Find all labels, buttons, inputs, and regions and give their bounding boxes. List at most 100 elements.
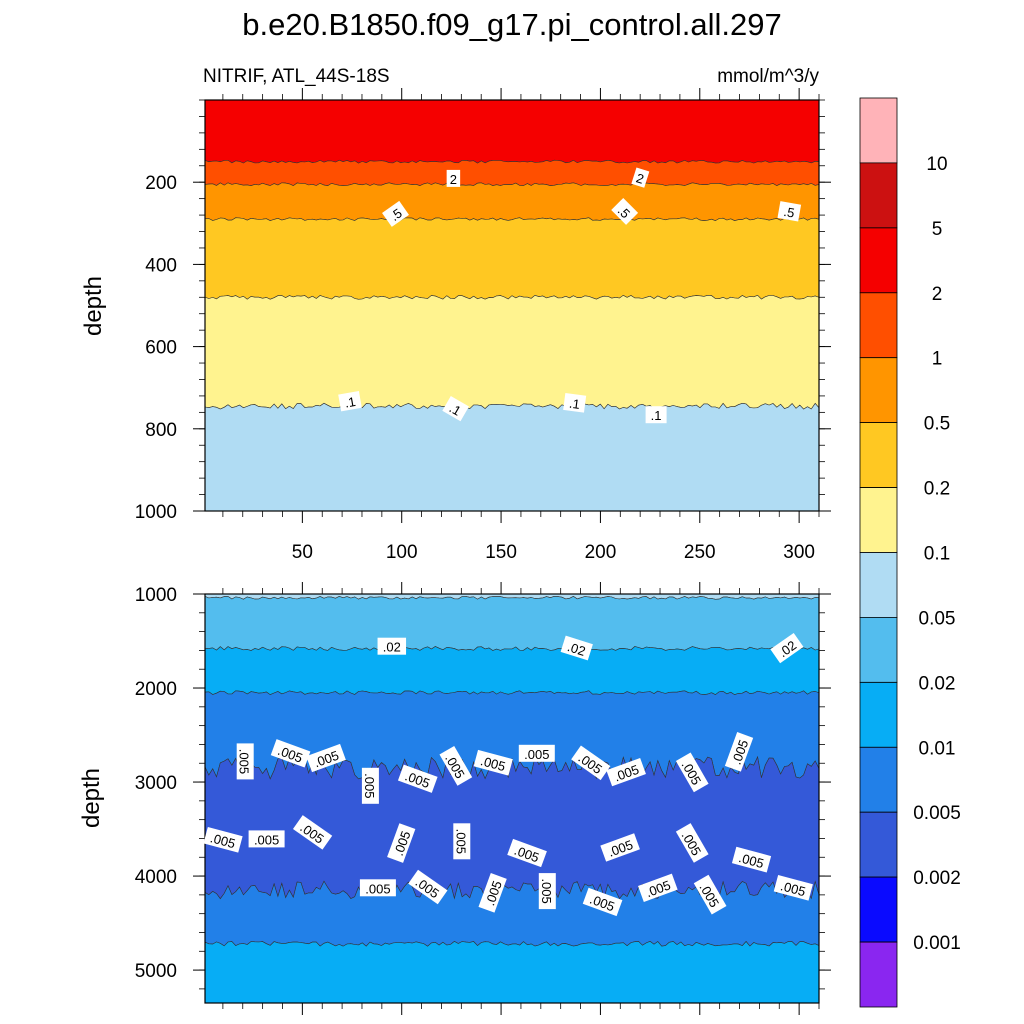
contour-label: .005 xyxy=(538,873,556,910)
contour-label-text: .005 xyxy=(237,749,252,774)
contour-band xyxy=(204,941,820,1004)
contour-label: .1 xyxy=(338,391,362,412)
contour-label-box xyxy=(724,732,754,772)
colorbar-label: 0.01 xyxy=(919,738,956,759)
contour-label: .5 xyxy=(777,201,802,222)
contour-label-box xyxy=(478,873,507,913)
y-tick-label: 1000 xyxy=(135,585,177,606)
contour-label: .02 xyxy=(560,635,593,661)
colorbar-box xyxy=(859,227,898,294)
contour-label: .005 xyxy=(439,746,473,786)
x-tick-label: 250 xyxy=(684,542,716,563)
contour-label-text: .02 xyxy=(383,640,401,655)
contour-label-text: .005 xyxy=(779,878,807,899)
colorbar-label: 0.02 xyxy=(919,673,956,694)
contour-label-text: .005 xyxy=(209,830,237,851)
chart-title: b.e20.B1850.f09_g17.pi_control.all.297 xyxy=(242,7,782,42)
contour-label-text: .005 xyxy=(365,881,390,896)
contour-label-box xyxy=(408,869,448,905)
contour-band xyxy=(204,182,820,222)
contour-label: .1 xyxy=(563,393,587,413)
contour-label-box xyxy=(606,757,646,787)
contour-label-text: .005 xyxy=(539,878,554,903)
contour-label: .02 xyxy=(377,637,407,655)
contour-label-text: .005 xyxy=(453,829,468,854)
chart-subtitle-units: mmol/m^3/y xyxy=(717,66,819,87)
contour-label-box xyxy=(387,823,416,863)
colorbar-boxes xyxy=(859,97,898,1008)
upper-panel: 200 400 600 800 1000 50 100 150 200 250 300 2 2 .5 .5… xyxy=(80,88,831,563)
colorbar-label: 0.5 xyxy=(924,414,950,435)
contour-label-box xyxy=(361,767,379,804)
colorbar-label: 1 xyxy=(932,349,943,370)
upper-axis-ticks: 200 400 600 800 1000 50 100 150 200 250 300 xyxy=(135,88,831,563)
contour-label-box xyxy=(338,391,362,412)
contour-label-box xyxy=(453,823,471,860)
contour-label-text: .005 xyxy=(737,850,765,871)
upper-contour-bands xyxy=(204,99,820,512)
colorbar-box xyxy=(859,97,898,164)
contour-label-text: .005 xyxy=(479,753,507,774)
upper-panel-frame xyxy=(204,99,820,512)
lower-contour-bands xyxy=(204,593,820,1004)
contour-label: .005 xyxy=(359,879,396,897)
contour-label: .005 xyxy=(236,743,254,780)
colorbar-label: 0.1 xyxy=(924,544,950,565)
contour-label-text: .005 xyxy=(254,832,279,847)
contour-label-text: .5 xyxy=(782,204,795,221)
y-tick-label: 3000 xyxy=(135,773,177,794)
contour-label-box xyxy=(731,846,772,873)
colorbar-label: 0.05 xyxy=(919,608,956,629)
colorbar-label: 0.002 xyxy=(913,868,961,889)
colorbar-label: 10 xyxy=(926,154,947,175)
x-tick-label: 100 xyxy=(386,542,418,563)
contour-label-box xyxy=(377,637,407,655)
colorbar-label: 0.005 xyxy=(913,803,961,824)
contour-label-text: .1 xyxy=(568,396,581,412)
contour-label: .005 xyxy=(361,767,379,804)
x-tick-label: 300 xyxy=(783,542,815,563)
colorbar-box xyxy=(859,487,898,553)
colorbar-label: 5 xyxy=(932,219,943,240)
colorbar-box xyxy=(859,292,898,359)
contour-label-box xyxy=(518,744,555,762)
contour-label-text: .1 xyxy=(651,408,662,423)
contour-label: .005 xyxy=(453,823,471,860)
contour-label-box xyxy=(442,396,469,422)
colorbar-box xyxy=(859,941,898,1008)
lower-y-axis-label: depth xyxy=(78,768,105,828)
contour-label-box xyxy=(473,749,513,776)
contour-band xyxy=(204,595,820,651)
contour-label: .1 xyxy=(645,406,667,424)
contour-label: .5 xyxy=(382,200,409,227)
colorbar-label: 0.2 xyxy=(924,479,950,500)
contour-band xyxy=(204,217,820,300)
contour-label-box xyxy=(397,764,438,793)
colorbar-box xyxy=(859,746,898,813)
x-tick-label: 200 xyxy=(585,542,617,563)
contour-label: .1 xyxy=(442,396,469,422)
y-tick-label: 5000 xyxy=(135,961,177,982)
colorbar-labels: 10 5 2 1 0.5 0.2 0.1 0.05 0.02 0.01 0.005 0.002 0.00… xyxy=(913,154,961,954)
y-tick-label: 4000 xyxy=(135,867,177,888)
contour-label-box xyxy=(600,833,640,862)
x-tick-label: 50 xyxy=(292,542,313,563)
contour-label: .5 xyxy=(611,198,639,225)
contour-label-box xyxy=(446,169,461,187)
colorbar-box xyxy=(859,422,898,488)
contour-label-box xyxy=(675,823,709,863)
contour-label-box xyxy=(439,746,473,786)
colorbar-label: 2 xyxy=(932,284,943,305)
contour-band xyxy=(204,294,820,410)
contour-band xyxy=(204,159,820,187)
colorbar-box xyxy=(859,617,898,683)
y-tick-label: 2000 xyxy=(135,679,177,700)
contour-label: .005 xyxy=(731,846,772,873)
contour-label: 2 xyxy=(631,167,650,188)
upper-y-axis-label: depth xyxy=(80,276,107,336)
lower-axis-ticks: 1000 2000 3000 4000 5000 xyxy=(135,582,831,1015)
contour-label-box xyxy=(236,743,254,780)
colorbar-label: 0.001 xyxy=(913,933,961,954)
contour-label-box xyxy=(563,393,587,413)
